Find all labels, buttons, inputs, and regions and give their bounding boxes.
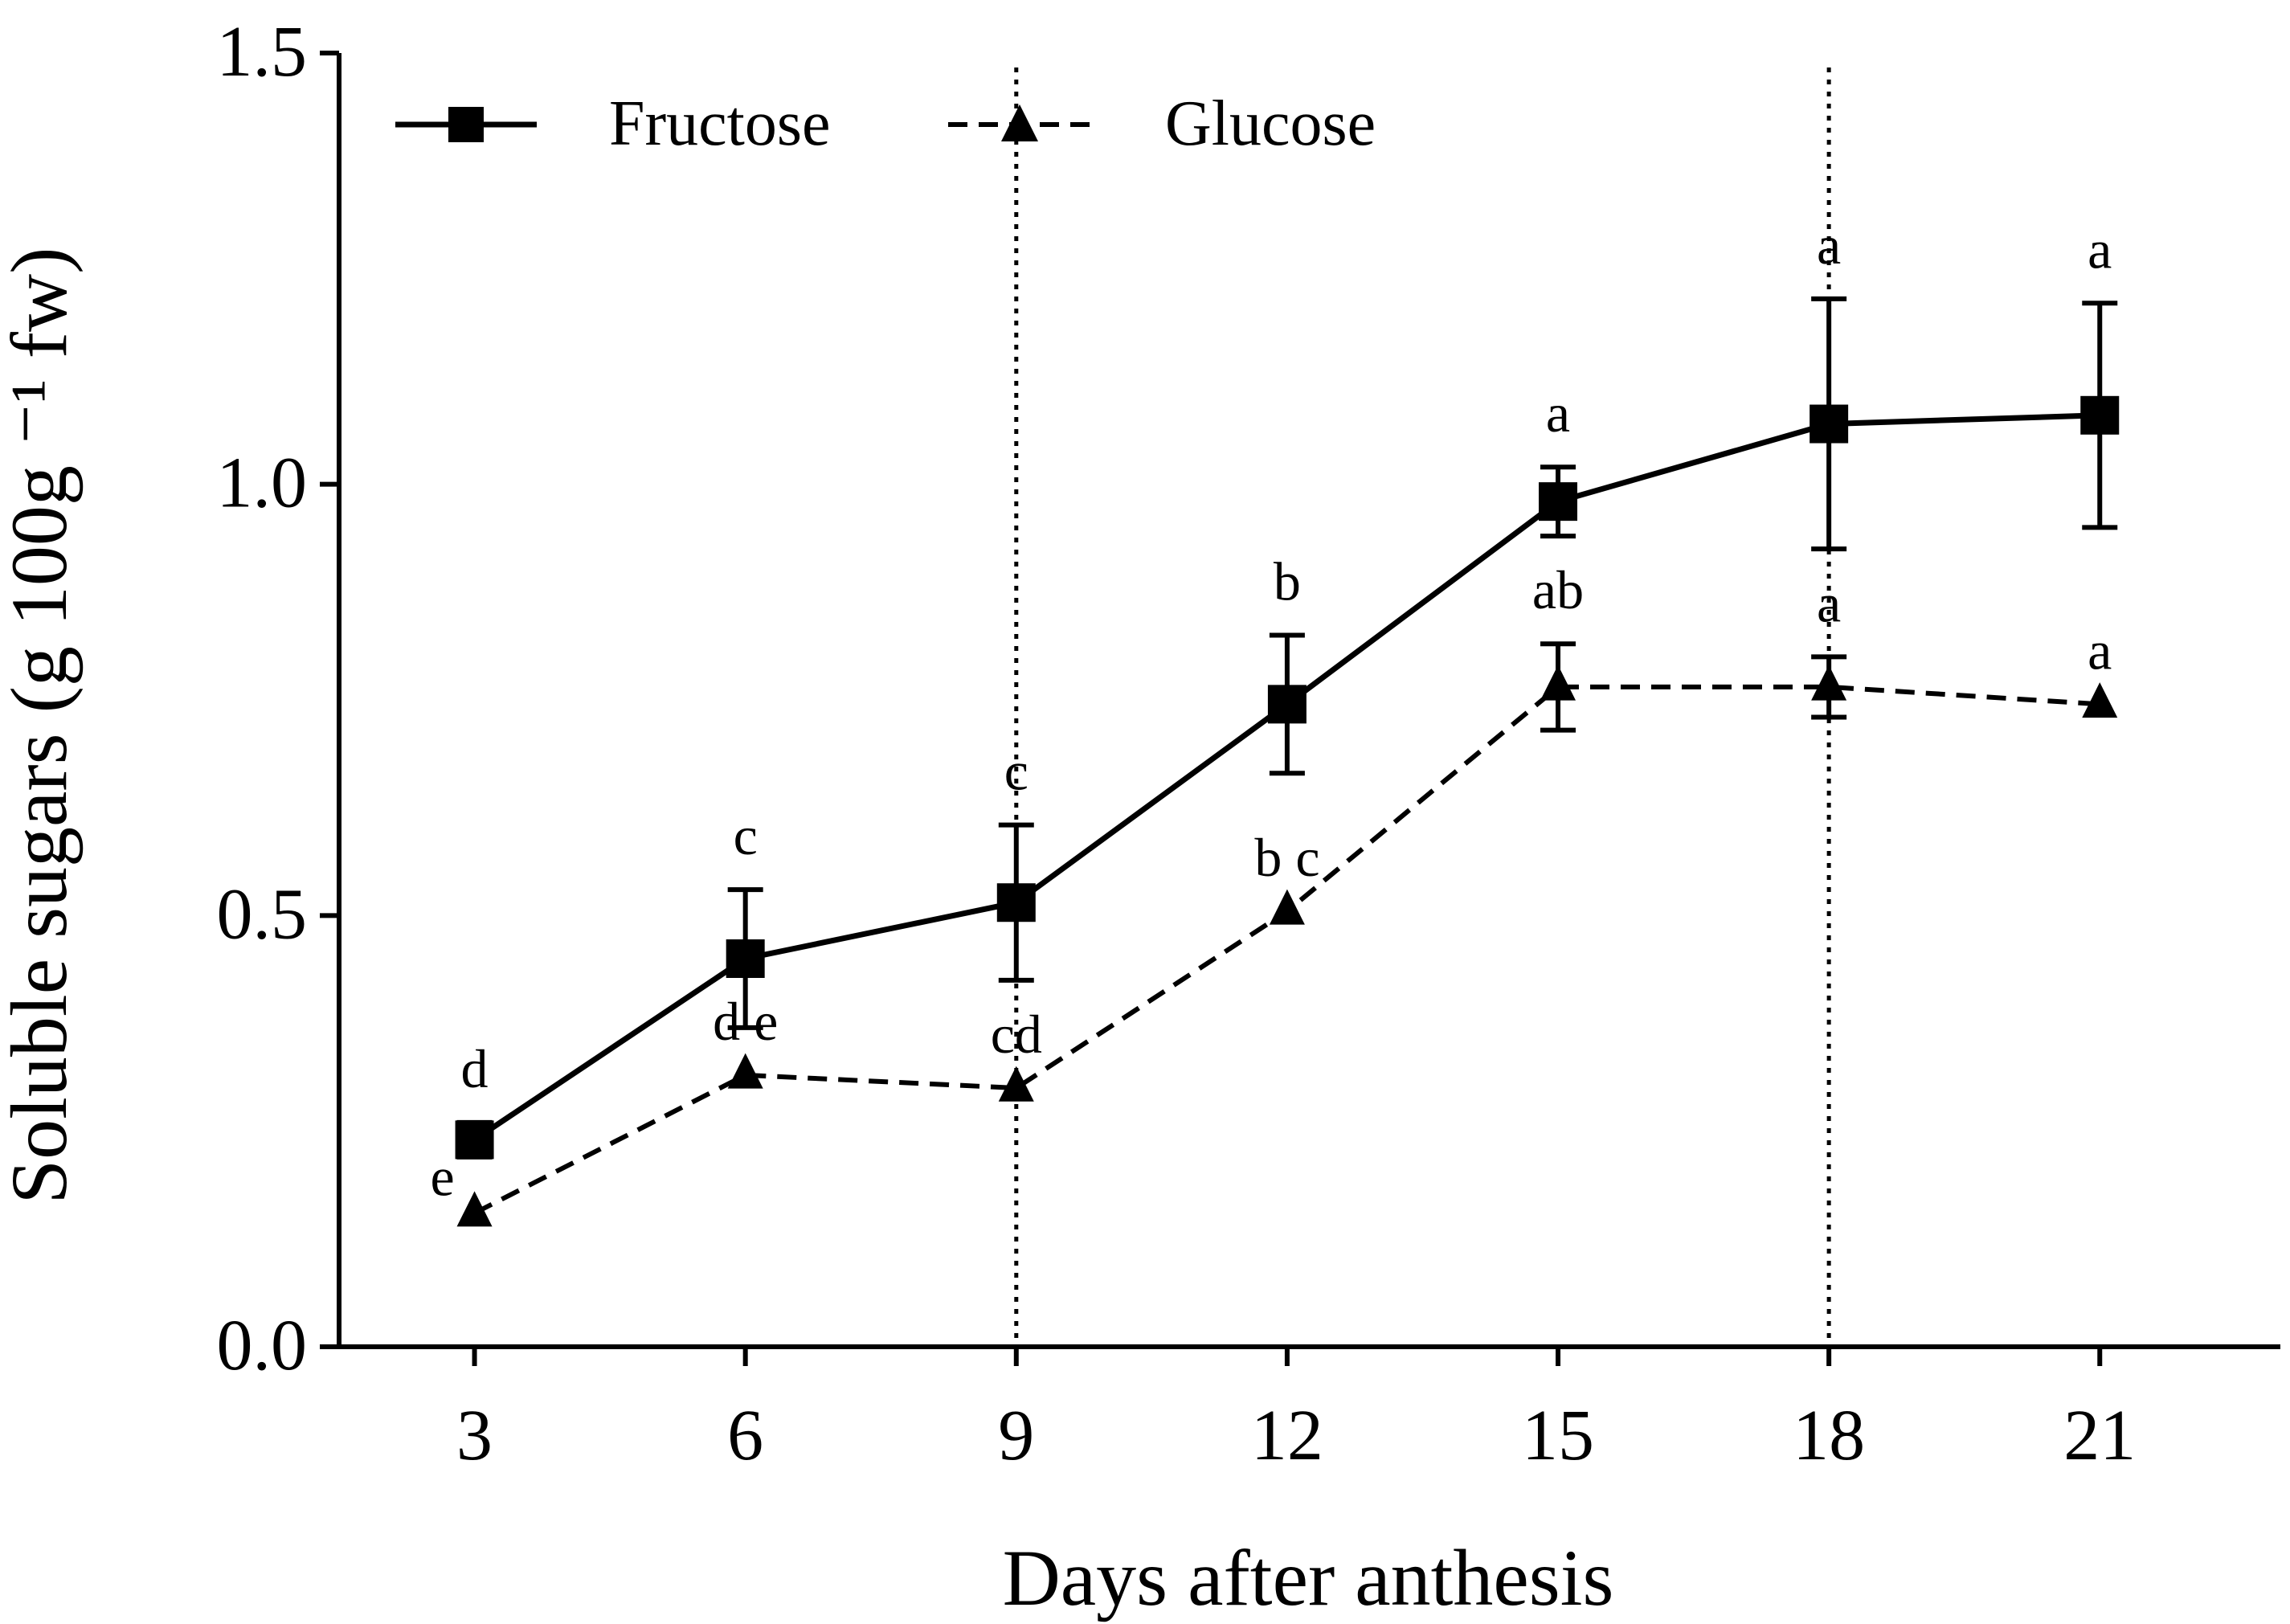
x-tick-label: 21 bbox=[2063, 1396, 2136, 1475]
x-tick-label: 6 bbox=[727, 1396, 763, 1475]
series-layer bbox=[455, 296, 2120, 1227]
fructose-letter: c bbox=[734, 805, 758, 866]
fructose-point bbox=[726, 939, 765, 978]
reference-lines bbox=[1014, 67, 1831, 1347]
fructose-letter: a bbox=[2088, 219, 2112, 280]
glucose-letter: a bbox=[2088, 620, 2112, 681]
series-fructose bbox=[455, 296, 2120, 1160]
fructose-point bbox=[455, 1120, 494, 1160]
x-tick-label: 9 bbox=[998, 1396, 1034, 1475]
y-tick-label: 0.0 bbox=[217, 1306, 308, 1385]
legend: Fructose Glucose bbox=[395, 88, 1376, 159]
y-tick-label: 0.5 bbox=[217, 874, 308, 954]
glucose-point bbox=[998, 1066, 1034, 1102]
glucose-letter: b c bbox=[1254, 827, 1319, 888]
legend-item-fructose: Fructose bbox=[395, 88, 831, 159]
x-tick-label: 3 bbox=[456, 1396, 493, 1475]
fructose-point bbox=[1539, 482, 1578, 522]
fructose-point bbox=[1267, 685, 1307, 724]
x-ticks: 3 6 9 12 15 18 21 bbox=[456, 1347, 2136, 1475]
x-axis-title: Days after anthesis bbox=[1003, 1533, 1614, 1622]
fructose-letter: b bbox=[1274, 551, 1301, 612]
legend-triangle-icon bbox=[1001, 104, 1038, 141]
significance-letters: d c c b a a a e d e cd b c ab a a bbox=[430, 215, 2112, 1208]
x-tick-label: 18 bbox=[1793, 1396, 1865, 1475]
fructose-point bbox=[996, 883, 1036, 922]
x-tick-label: 15 bbox=[1522, 1396, 1594, 1475]
fructose-letter: d bbox=[461, 1038, 489, 1099]
y-ticks: 0.0 0.5 1.0 1.5 bbox=[217, 12, 339, 1385]
legend-label-glucose: Glucose bbox=[1165, 88, 1376, 159]
x-tick-label: 12 bbox=[1251, 1396, 1323, 1475]
glucose-letter: ab bbox=[1532, 559, 1584, 620]
glucose-letter: a bbox=[1817, 572, 1841, 633]
fructose-point bbox=[2080, 395, 2120, 435]
fructose-letter: a bbox=[1817, 215, 1841, 276]
glucose-point bbox=[2082, 682, 2118, 718]
glucose-point bbox=[727, 1053, 763, 1089]
fructose-letter: a bbox=[1546, 382, 1570, 444]
legend-square-icon bbox=[448, 107, 484, 142]
y-tick-label: 1.0 bbox=[217, 444, 308, 523]
y-axis-title: Soluble sugars (g 100g ⁻¹ fw) bbox=[0, 247, 84, 1205]
fructose-letter: c bbox=[1004, 741, 1028, 802]
fructose-point bbox=[1810, 404, 1849, 444]
series-glucose bbox=[456, 641, 2118, 1227]
glucose-letter: cd bbox=[991, 1004, 1042, 1065]
legend-item-glucose: Glucose bbox=[948, 88, 1376, 159]
glucose-point bbox=[1811, 665, 1847, 701]
glucose-point bbox=[1540, 665, 1576, 701]
axes bbox=[337, 53, 2280, 1349]
legend-label-fructose: Fructose bbox=[609, 88, 831, 159]
glucose-point bbox=[456, 1191, 493, 1227]
y-tick-label: 1.5 bbox=[217, 12, 308, 92]
glucose-point bbox=[1269, 889, 1305, 925]
glucose-letter: d e bbox=[713, 991, 778, 1052]
glucose-letter: e bbox=[430, 1147, 454, 1208]
